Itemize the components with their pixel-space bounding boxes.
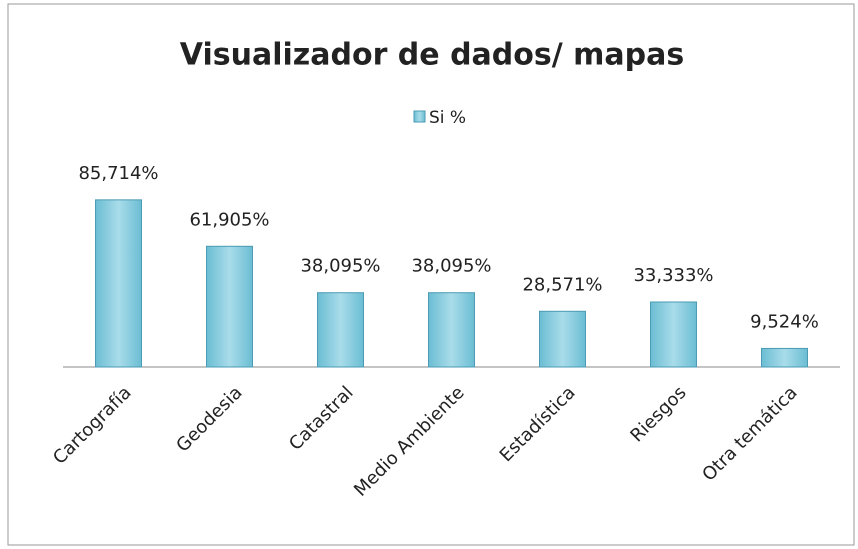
legend-label: Si % [429, 108, 466, 128]
legend-swatch [413, 110, 426, 123]
data-label: 38,095% [300, 256, 380, 277]
data-label: 28,571% [522, 274, 602, 295]
data-label: 33,333% [633, 265, 713, 286]
data-label: 85,714% [78, 163, 158, 184]
data-label: 9,524% [750, 311, 819, 332]
bar [650, 301, 697, 368]
bar [206, 245, 253, 368]
bar [539, 310, 586, 368]
data-label: 38,095% [411, 256, 491, 277]
chart-border [7, 3, 855, 546]
bar [761, 347, 808, 368]
bar [95, 199, 142, 368]
data-label: 61,905% [189, 209, 269, 230]
chart-title: Visualizador de dados/ mapas [180, 38, 684, 73]
bar [428, 292, 475, 368]
bar [317, 292, 364, 368]
